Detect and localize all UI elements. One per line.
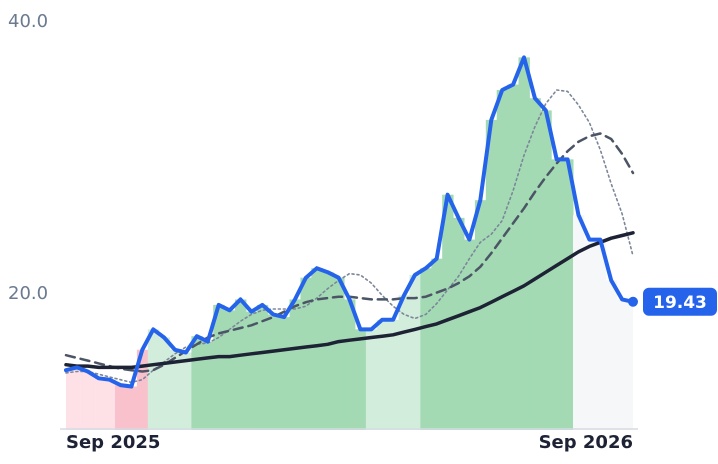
regime-area <box>376 319 389 430</box>
last-point <box>628 296 638 307</box>
last-value-badge <box>643 287 717 316</box>
regime-area <box>583 239 596 430</box>
regime-area <box>169 349 181 430</box>
regime-area <box>365 329 378 430</box>
regime-area <box>256 304 269 430</box>
regime-area <box>518 57 530 430</box>
regime-area <box>594 239 607 430</box>
regime-area <box>125 386 138 430</box>
y-tick-label: 40.0 <box>8 11 48 32</box>
regime-areas <box>66 57 633 430</box>
regime-area <box>267 314 280 430</box>
regime-area <box>409 274 421 430</box>
regime-area <box>300 277 312 430</box>
regime-area <box>474 200 487 430</box>
regime-area <box>180 352 192 430</box>
regime-area <box>573 215 585 430</box>
regime-area <box>202 341 214 430</box>
regime-area <box>224 310 236 430</box>
x-tick-label: Sep 2025 <box>66 432 160 453</box>
regime-area <box>420 268 432 430</box>
regime-area <box>442 194 454 430</box>
regime-area <box>627 301 633 430</box>
regime-area <box>529 98 541 430</box>
regime-area <box>507 84 520 430</box>
regime-area <box>147 329 160 430</box>
regime-area <box>496 90 509 430</box>
regime-area <box>344 299 356 430</box>
y-tick-label: 20.0 <box>8 283 48 304</box>
regime-area <box>333 277 345 430</box>
regime-area <box>66 370 72 430</box>
regime-area <box>463 239 476 430</box>
regime-area <box>93 378 105 430</box>
regime-area <box>605 280 618 430</box>
regime-area <box>311 268 323 430</box>
regime-area <box>71 367 83 430</box>
regime-area <box>562 159 574 430</box>
regime-area <box>387 319 400 430</box>
regime-area <box>191 336 203 430</box>
series-line <box>64 55 635 389</box>
regime-area <box>453 217 465 430</box>
x-tick-label: Sep 2026 <box>539 432 633 453</box>
regime-area <box>616 299 629 430</box>
series-line <box>64 231 635 370</box>
regime-area <box>245 311 258 430</box>
regime-area <box>322 272 334 430</box>
regime-area <box>431 258 443 430</box>
regime-area <box>289 299 301 430</box>
regime-area <box>354 329 367 430</box>
regime-area <box>115 385 127 430</box>
last-value-label: 19.43 <box>653 293 707 313</box>
regime-area <box>158 337 171 430</box>
lines <box>64 55 635 389</box>
regime-area <box>136 349 149 430</box>
regime-area <box>104 379 116 430</box>
regime-area <box>485 119 498 430</box>
regime-area <box>235 299 247 430</box>
regime-area <box>82 371 94 430</box>
regime-area <box>551 159 563 430</box>
regime-area <box>398 295 410 430</box>
regime-area <box>213 304 225 430</box>
regime-area <box>278 317 291 430</box>
